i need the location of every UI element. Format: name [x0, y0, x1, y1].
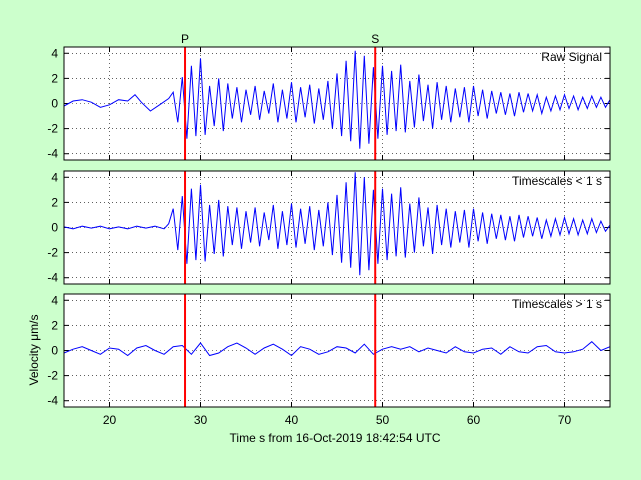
panel-title: Timescales < 1 s: [512, 174, 602, 188]
y-axis-label: Velocity μm/s: [27, 315, 41, 386]
y-tick-label: -2: [47, 369, 58, 383]
y-tick-label: 0: [51, 344, 58, 358]
x-tick-label: 50: [376, 413, 390, 427]
x-tick-label: 60: [467, 413, 481, 427]
signal-trace: [63, 341, 611, 357]
y-tick-label: 2: [51, 71, 58, 85]
phase-label-s: S: [371, 32, 379, 46]
y-tick-label: 4: [51, 293, 58, 307]
y-tick-label: 0: [51, 221, 58, 235]
signal-trace: [63, 50, 611, 149]
y-tick-label: 2: [51, 318, 58, 332]
y-tick-label: 4: [51, 170, 58, 184]
panel-1: -4 -2 0 2 4 P S Raw Signal: [47, 32, 611, 161]
axes-frame: [63, 170, 611, 285]
panel-2: -4 -2 0 2 4 Timescales < 1 s: [47, 170, 611, 285]
panel-3: 20 30 40 50 60 70 -4 -2 0 2 4 Timescales > 1 s: [47, 293, 611, 427]
y-tick-label: -4: [47, 394, 58, 408]
panel-title: Timescales > 1 s: [512, 297, 602, 311]
x-axis-label: Time s from 16-Oct-2019 18:42:54 UTC: [230, 431, 441, 445]
y-tick-label: -4: [47, 147, 58, 161]
y-tick-label: -4: [47, 271, 58, 285]
x-tick-label: 70: [558, 413, 572, 427]
y-tick-label: -2: [47, 122, 58, 136]
x-tick-label: 30: [194, 413, 208, 427]
axes-frame: [63, 293, 611, 408]
signal-trace: [63, 172, 611, 276]
y-tick-label: 2: [51, 195, 58, 209]
panel-title: Raw Signal: [541, 50, 602, 64]
y-tick-label: 0: [51, 97, 58, 111]
x-tick-label: 20: [103, 413, 117, 427]
x-tick-label: 40: [285, 413, 299, 427]
phase-label-p: P: [181, 32, 189, 46]
axes-frame: [63, 46, 611, 161]
y-tick-label: 4: [51, 46, 58, 60]
y-tick-label: -2: [47, 246, 58, 260]
